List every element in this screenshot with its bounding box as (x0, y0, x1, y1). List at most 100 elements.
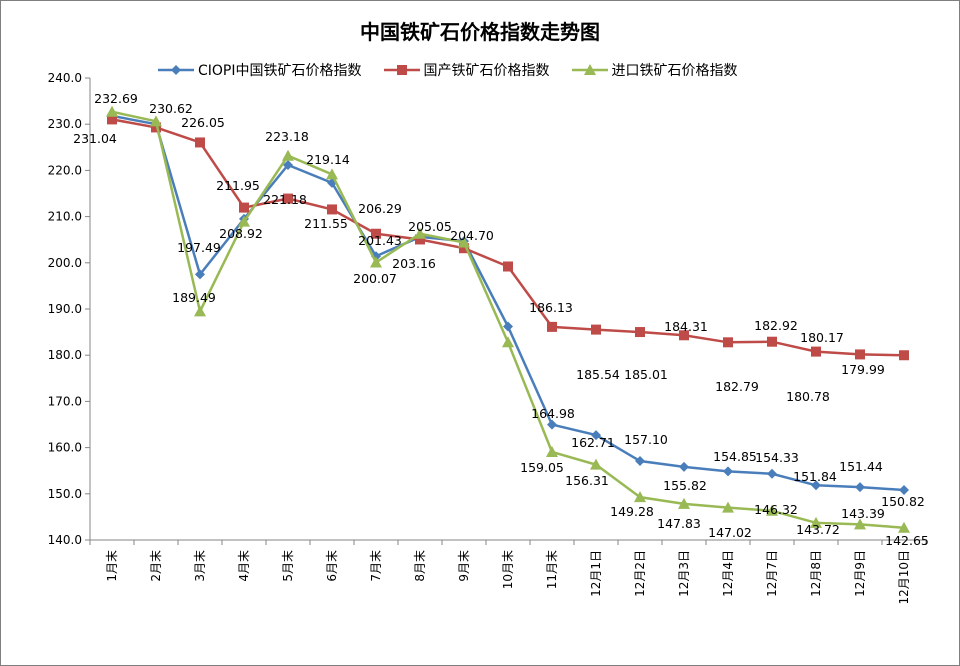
data-point-domestic (723, 337, 733, 348)
data-point-ciopi (899, 485, 909, 496)
data-point-ciopi (635, 455, 645, 466)
y-tick-label: 240.0 (48, 71, 82, 85)
data-label: 189.49 (172, 290, 216, 305)
data-point-domestic (459, 243, 469, 254)
data-point-imported (898, 521, 910, 533)
data-label: 230.62 (149, 101, 193, 116)
data-point-ciopi (855, 482, 865, 493)
data-label: 204.70 (450, 228, 494, 243)
data-point-imported (766, 504, 778, 516)
data-point-imported (502, 336, 514, 348)
data-point-imported (414, 227, 426, 239)
data-point-imported (370, 256, 382, 268)
data-label: 219.14 (306, 152, 350, 167)
data-point-domestic (107, 114, 117, 125)
data-point-domestic (767, 336, 777, 347)
x-tick-label: 12月10日 (897, 550, 911, 605)
legend-item-ciopi: CIOPI中国铁矿石价格指数 (158, 60, 362, 80)
data-point-ciopi (679, 461, 689, 472)
x-tick-label: 1月末 (105, 550, 119, 582)
data-label: 155.82 (663, 478, 707, 493)
data-label: 208.92 (219, 226, 263, 241)
x-tick-label: 9月末 (457, 550, 471, 582)
data-point-domestic (371, 228, 381, 239)
data-point-imported (238, 215, 250, 227)
data-point-domestic (415, 234, 425, 245)
data-label: 184.31 (664, 319, 708, 334)
data-label: 143.39 (841, 506, 885, 521)
data-label: 159.05 (520, 460, 564, 475)
legend-symbol-domestic (383, 65, 420, 75)
x-tick-label: 12月4日 (721, 550, 735, 597)
data-label: 147.02 (708, 525, 752, 540)
data-point-domestic (635, 327, 645, 338)
data-label: 150.82 (881, 494, 925, 509)
y-tick-label: 190.0 (48, 302, 82, 316)
y-tick-label: 170.0 (48, 394, 82, 408)
x-tick-label: 3月末 (193, 550, 207, 582)
legend-label-imported: 进口铁矿石价格指数 (611, 63, 738, 79)
data-label: 151.84 (793, 469, 837, 484)
data-point-imported (106, 105, 118, 117)
x-tick-label: 12月1日 (589, 550, 603, 597)
x-tick-label: 10月末 (501, 550, 515, 589)
data-label: 185.54 (576, 367, 620, 382)
data-label: 201.43 (358, 233, 402, 248)
data-point-domestic (327, 204, 337, 215)
x-tick-label: 12月8日 (809, 550, 823, 597)
data-label: 223.18 (265, 129, 309, 144)
x-tick-label: 11月末 (545, 550, 559, 589)
data-point-domestic (195, 137, 205, 148)
data-point-imported (634, 491, 646, 503)
data-point-imported (282, 149, 294, 161)
data-point-domestic (899, 350, 909, 361)
legend: CIOPI中国铁矿石价格指数 国产铁矿石价格指数 进口铁矿石价格指数 (158, 60, 760, 80)
chart-title: 中国铁矿石价格指数走势图 (360, 20, 600, 44)
data-label: 142.65 (885, 533, 929, 548)
data-label: 221.18 (263, 192, 307, 207)
data-point-domestic (679, 330, 689, 341)
data-label: 151.44 (839, 459, 883, 474)
data-point-domestic (855, 349, 865, 360)
data-label: 149.28 (610, 504, 654, 519)
series-line-0 (111, 114, 905, 492)
data-label: 211.95 (216, 178, 260, 193)
legend-symbol-imported (571, 64, 608, 75)
x-tick-label: 12月3日 (677, 550, 691, 597)
x-tick-label: 5月末 (281, 550, 295, 582)
y-tick-label: 150.0 (48, 487, 82, 501)
data-point-imported (150, 115, 162, 127)
data-label: 146.32 (754, 502, 798, 517)
data-point-ciopi (195, 269, 205, 280)
data-label: 232.69 (94, 91, 138, 106)
legend-label-ciopi: CIOPI中国铁矿石价格指数 (198, 63, 362, 79)
data-point-imported (326, 168, 338, 180)
legend-symbol-ciopi (158, 65, 194, 75)
x-tick-label: 8月末 (413, 550, 427, 582)
data-label: 206.29 (358, 201, 402, 216)
data-label: 203.16 (392, 256, 436, 271)
data-point-ciopi (723, 466, 733, 477)
data-label: 197.49 (177, 240, 221, 255)
y-tick-label: 220.0 (48, 163, 82, 177)
data-label: 162.71 (571, 435, 615, 450)
data-point-domestic (283, 193, 293, 204)
data-label: 180.78 (786, 389, 830, 404)
x-tick-label: 2月末 (149, 550, 163, 582)
x-tick-label: 7月末 (369, 550, 383, 582)
data-point-ciopi (547, 419, 557, 430)
data-point-imported (678, 497, 690, 509)
data-label: 182.79 (715, 379, 759, 394)
data-point-imported (722, 501, 734, 513)
data-point-imported (194, 305, 206, 317)
data-point-ciopi (811, 480, 821, 491)
x-tick-label: 12月9日 (853, 550, 867, 597)
data-point-imported (458, 236, 470, 248)
data-label: 205.05 (408, 219, 452, 234)
y-tick-label: 180.0 (48, 348, 82, 362)
legend-item-domestic: 国产铁矿石价格指数 (383, 60, 550, 80)
data-point-ciopi (591, 430, 601, 441)
x-tick-label: 12月2日 (633, 550, 647, 597)
